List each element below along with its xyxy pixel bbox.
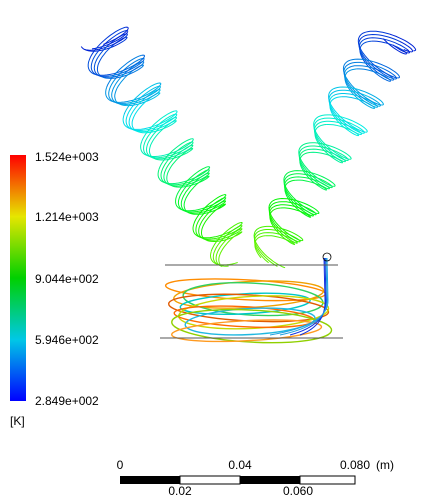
scale-segment	[240, 476, 300, 484]
streamline	[149, 125, 167, 155]
scale-segment	[300, 476, 355, 484]
streamline	[141, 142, 171, 157]
streamline	[211, 251, 238, 265]
streamline	[144, 135, 161, 158]
legend-label: 1.214e+003	[35, 210, 99, 224]
streamline	[134, 65, 144, 72]
streamline	[161, 162, 177, 185]
streamline	[193, 224, 221, 238]
scale-unit: (m)	[376, 458, 394, 472]
streamline	[178, 190, 194, 212]
scale-segment	[120, 476, 180, 484]
streamline	[196, 217, 212, 239]
scale-label: 0.02	[168, 484, 192, 497]
streamlines	[81, 27, 415, 346]
scale-segment	[180, 476, 240, 484]
scale-label: 0.04	[228, 458, 252, 472]
viewport: 1.524e+003 1.214e+003 9.044e+002 5.946e+…	[0, 0, 427, 497]
streamline	[213, 245, 228, 267]
scale-label: 0.060	[283, 484, 313, 497]
streamline	[216, 239, 227, 266]
streamline	[106, 87, 137, 102]
legend-label: 2.849e+002	[35, 394, 99, 408]
streamline	[117, 37, 127, 45]
legend-unit: [K]	[10, 414, 25, 428]
scale-label: 0.080	[340, 458, 370, 472]
streamline	[123, 115, 154, 130]
streamline	[126, 107, 143, 131]
streamline	[88, 60, 120, 75]
streamline	[199, 212, 210, 240]
streamline	[158, 169, 187, 183]
streamline	[164, 156, 176, 185]
legend-label: 1.524e+003	[35, 150, 99, 164]
scale-bar	[120, 476, 355, 484]
scale-label: 0	[117, 458, 124, 472]
streamline	[176, 197, 205, 211]
streamline	[181, 184, 193, 213]
streamline	[109, 79, 127, 103]
legend-label: 9.044e+002	[35, 272, 99, 286]
streamline	[372, 41, 407, 53]
legend-label: 5.946e+002	[35, 333, 99, 347]
streamline	[107, 55, 142, 87]
streamline	[91, 52, 109, 76]
color-bar	[10, 155, 26, 401]
streamline	[176, 167, 207, 197]
